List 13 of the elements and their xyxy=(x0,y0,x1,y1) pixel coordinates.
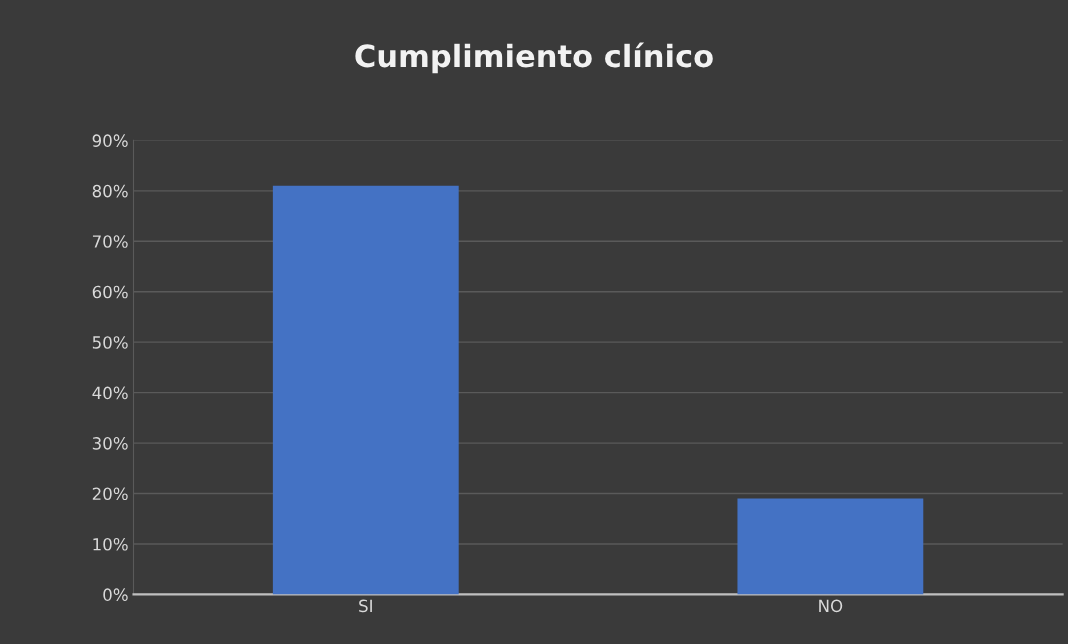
y-tick-label: 80% xyxy=(92,184,128,198)
y-tick-label: 60% xyxy=(92,285,128,299)
y-tick-label: 20% xyxy=(92,487,128,501)
y-tick-label: 90% xyxy=(92,134,128,147)
x-tick-label: NO xyxy=(819,599,843,613)
y-tick-label: 50% xyxy=(92,336,128,349)
y-tick-label: 30% xyxy=(92,437,128,450)
y-tick-label: 0% xyxy=(103,588,128,601)
y-tick-label: 70% xyxy=(92,235,128,248)
chart-title: Cumplimiento clínico xyxy=(355,42,713,74)
y-tick-label: 40% xyxy=(92,386,128,400)
y-tick-label: 10% xyxy=(93,537,128,551)
x-tick-label: SI xyxy=(359,599,372,613)
